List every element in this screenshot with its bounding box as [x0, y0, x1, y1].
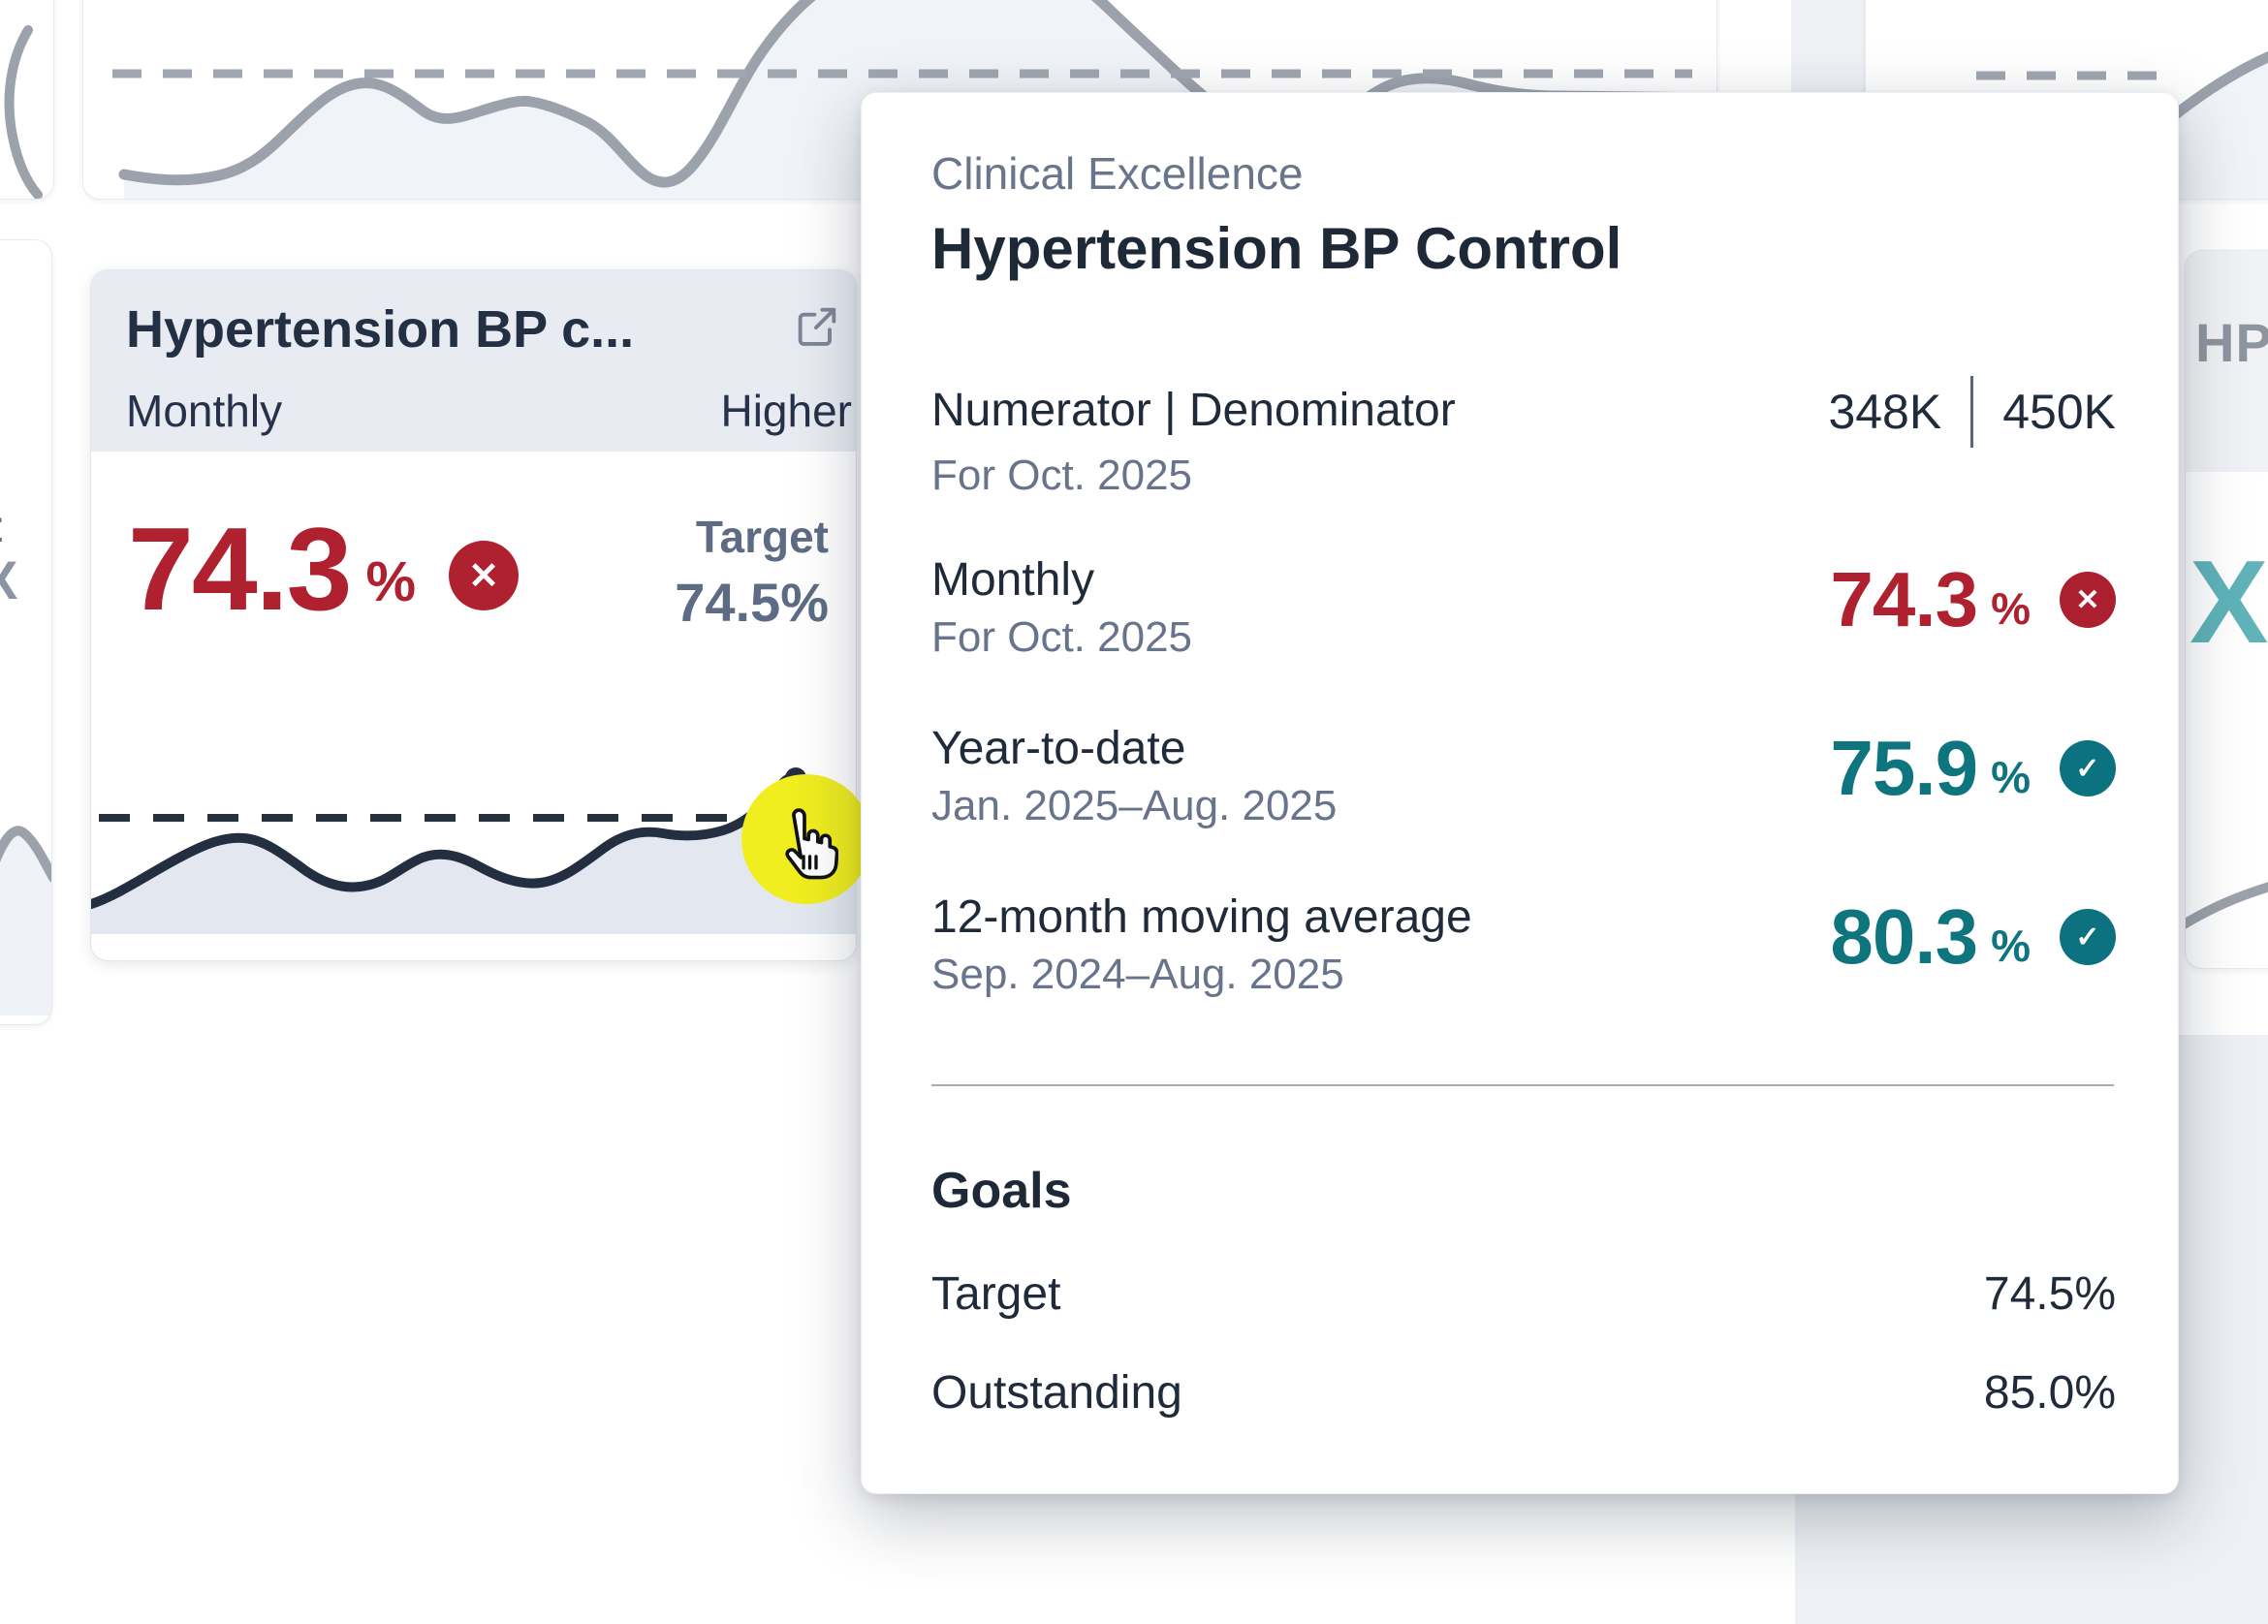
card-header	[2186, 251, 2268, 472]
goal-label: Outstanding	[931, 1367, 1182, 1419]
card-title: HP	[2195, 312, 2268, 373]
metric-value: 74.3	[1830, 556, 1978, 642]
goal-value: 85.0%	[1983, 1367, 2116, 1419]
metric-unit: %	[1991, 921, 2031, 971]
popover-category: Clinical Excellence	[931, 148, 1304, 199]
kpi-direction: Higher	[720, 386, 852, 436]
sparkline-fragment	[4, 25, 43, 199]
divider	[931, 1084, 2114, 1086]
kpi-card-header	[91, 270, 856, 452]
metric-row-monthly: Monthly For Oct. 2025 74.3 % ✕	[931, 553, 2116, 679]
truncated-text-fragment: X	[0, 548, 17, 611]
metric-period: Sep. 2024–Aug. 2025	[931, 951, 1344, 998]
metric-unit: %	[1991, 752, 2031, 802]
metric-value: 80.3	[1830, 893, 1978, 980]
kpi-target-value: 74.5%	[675, 572, 829, 633]
goal-row-outstanding: Outstanding 85.0%	[931, 1366, 2116, 1420]
sparkline-gray	[2186, 882, 2268, 929]
metric-row-ytd: Year-to-date Jan. 2025–Aug. 2025 75.9 % …	[931, 722, 2116, 848]
metric-label: 12-month moving average	[931, 891, 1472, 943]
denominator-value: 450K	[2002, 385, 2116, 439]
external-link-icon[interactable]	[792, 301, 842, 352]
kpi-unit: %	[365, 549, 417, 613]
value-separator	[1970, 376, 1974, 448]
goal-label: Target	[931, 1268, 1061, 1320]
metric-label: Year-to-date	[931, 723, 1186, 774]
kpi-target-label: Target	[695, 512, 829, 562]
popover-title: Hypertension BP Control	[931, 216, 1622, 281]
truncated-text-fragment: t	[0, 500, 2, 552]
status-fail-icon: ✕	[449, 541, 520, 610]
background-card-top-left[interactable]	[0, 0, 54, 200]
goal-row-target: Target 74.5%	[931, 1267, 2116, 1321]
sparkline-gray	[1976, 50, 2268, 199]
metric-row-moving-average: 12-month moving average Sep. 2024–Aug. 2…	[931, 890, 2116, 1016]
masked-metric-value: X 9	[2189, 536, 2268, 668]
numerator-value: 348K	[1828, 385, 1942, 439]
kpi-card-title: Hypertension BP c...	[126, 300, 635, 359]
metric-label: Monthly	[931, 554, 1095, 606]
kpi-card-hypertension[interactable]: Hypertension BP c... Monthly Higher 74.3…	[90, 269, 857, 961]
sparkline-fragment	[0, 826, 51, 1015]
hand-cursor-icon	[785, 808, 838, 880]
status-icon: ✓	[2060, 909, 2116, 965]
numerator-denominator-label: Numerator | Denominator	[931, 385, 1456, 436]
metric-period: Jan. 2025–Aug. 2025	[931, 782, 1338, 829]
goal-value: 74.5%	[1983, 1268, 2116, 1320]
metric-unit: %	[1991, 583, 2031, 634]
metric-period: For Oct. 2025	[931, 613, 1193, 661]
background-card-right[interactable]: HP X 9	[2185, 250, 2268, 969]
goals-heading: Goals	[931, 1163, 1072, 1219]
background-card-left[interactable]: r t X	[0, 239, 52, 1025]
status-icon: ✓	[2060, 740, 2116, 796]
kpi-frequency: Monthly	[126, 386, 283, 436]
metric-detail-popover: Clinical Excellence Hypertension BP Cont…	[861, 92, 2179, 1494]
metric-value: 75.9	[1830, 725, 1978, 811]
status-icon: ✕	[2060, 572, 2116, 628]
kpi-value: 74.3	[128, 503, 352, 635]
numerator-period: For Oct. 2025	[931, 452, 1193, 499]
